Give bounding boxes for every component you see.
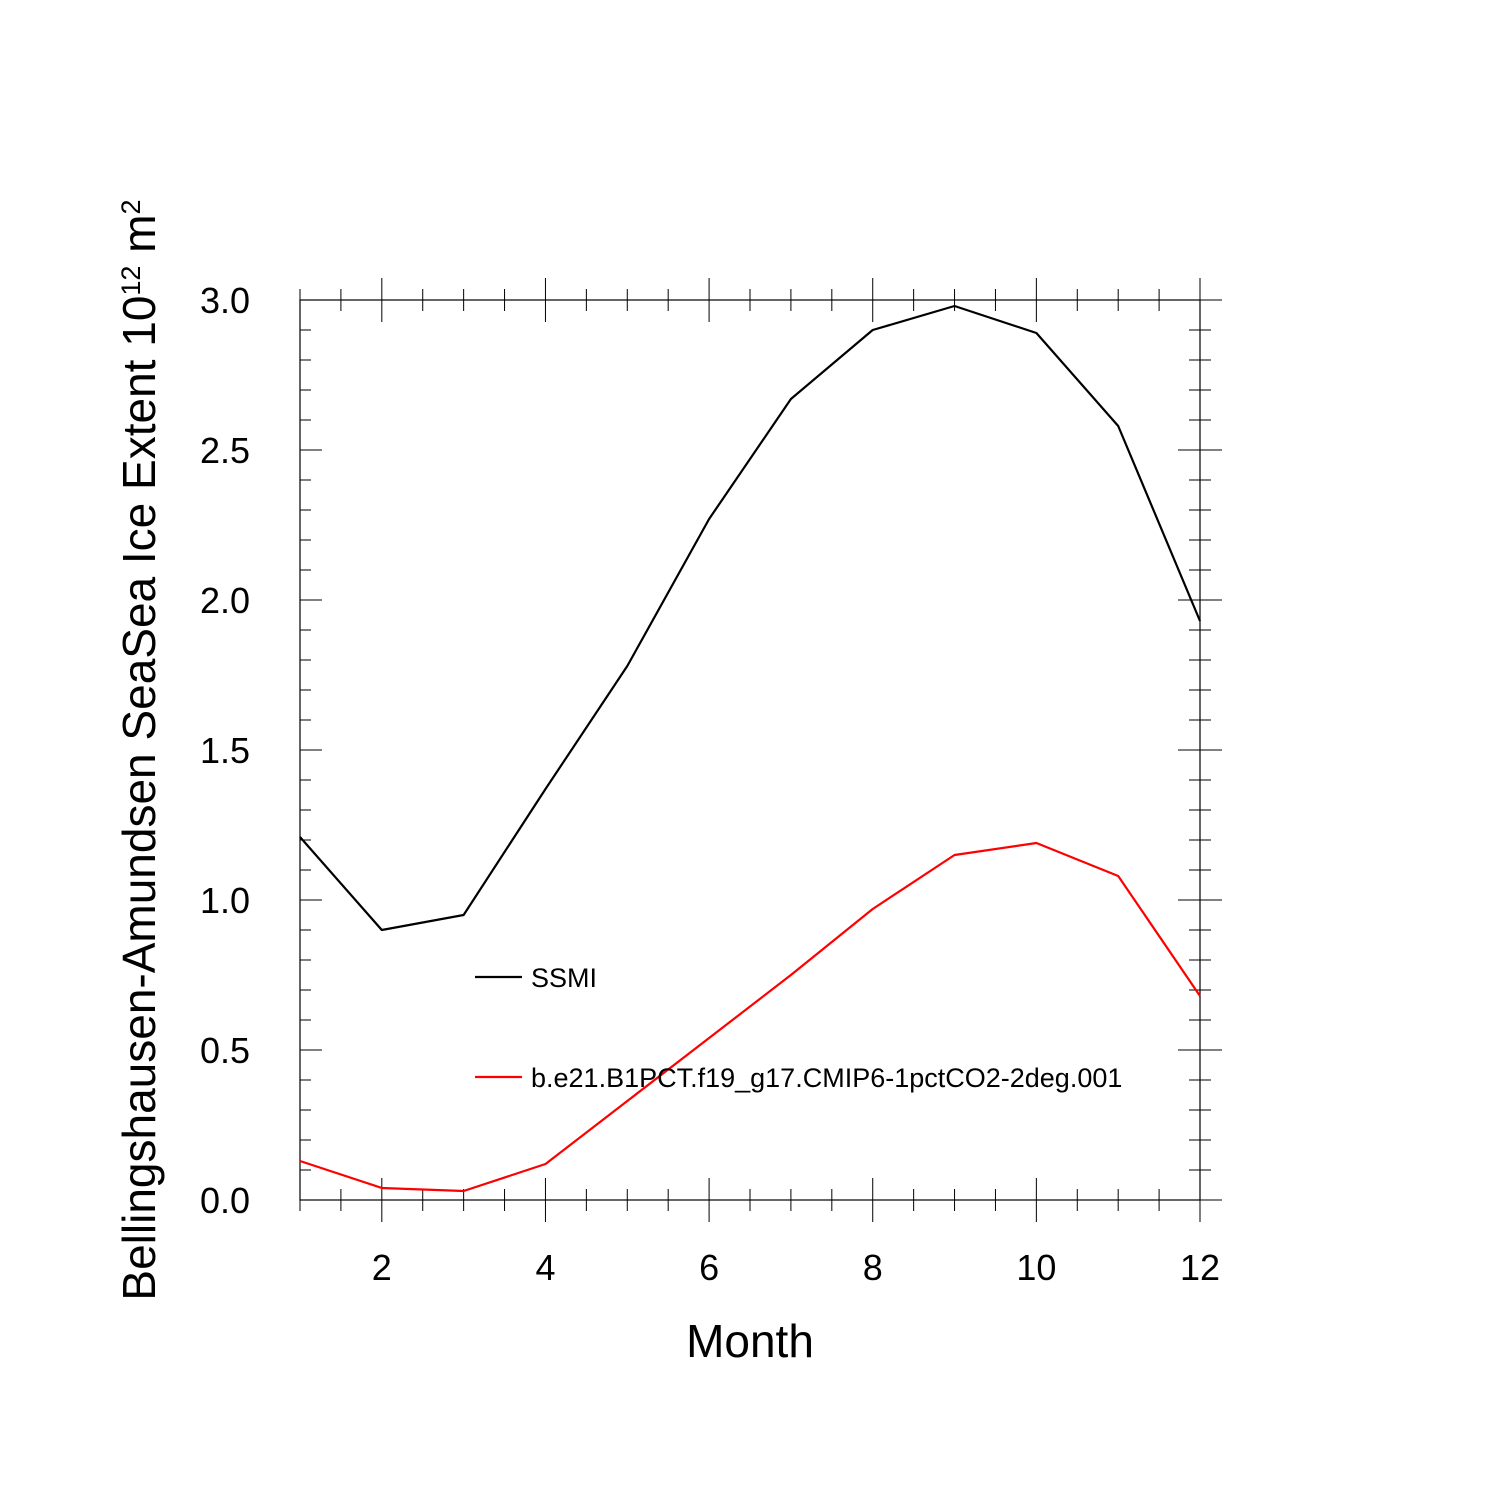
- y-tick-label: 1.0: [200, 880, 250, 921]
- y-tick-label: 0.0: [200, 1180, 250, 1221]
- x-tick-label: 2: [372, 1247, 392, 1288]
- y-axis-title: Bellingshausen-Amundsen SeaSea Ice Exten…: [113, 199, 165, 1300]
- x-tick-label: 8: [863, 1247, 883, 1288]
- x-tick-label: 12: [1180, 1247, 1220, 1288]
- x-tick-labels: 2 4 6 8 10 12: [372, 1247, 1220, 1288]
- x-tick-label: 6: [699, 1247, 719, 1288]
- legend: SSMI b.e21.B1PCT.f19_g17.CMIP6-1pctCO2-2d…: [475, 963, 1122, 1093]
- legend-label-1: SSMI: [531, 963, 597, 993]
- y-axis-title-unit: m: [113, 214, 165, 265]
- series-line-1: [299, 304, 1202, 932]
- legend-label-2: b.e21.B1PCT.f19_g17.CMIP6-1pctCO2-2deg.0…: [531, 1063, 1122, 1093]
- y-tick-label: 0.5: [200, 1030, 250, 1071]
- y-tick-label: 2.0: [200, 580, 250, 621]
- plot-frame: [299, 299, 1201, 1201]
- y-axis-title-unit-exponent: 2: [116, 199, 146, 214]
- x-axis-title: Month: [686, 1315, 814, 1367]
- y-tick-label: 3.0: [200, 280, 250, 321]
- x-tick-label: 10: [1016, 1247, 1056, 1288]
- y-axis-title-main: Bellingshausen-Amundsen SeaSea Ice Exten…: [113, 296, 165, 1301]
- y-tick-label: 1.5: [200, 730, 250, 771]
- y-tick-label: 2.5: [200, 430, 250, 471]
- y-tick-labels: 0.0 0.5 1.0 1.5 2.0 2.5 3.0: [200, 280, 250, 1221]
- y-axis-title-exponent: 12: [116, 266, 146, 296]
- series-line-2: [299, 841, 1201, 1193]
- x-tick-label: 4: [535, 1247, 555, 1288]
- series-lines: [299, 304, 1202, 1193]
